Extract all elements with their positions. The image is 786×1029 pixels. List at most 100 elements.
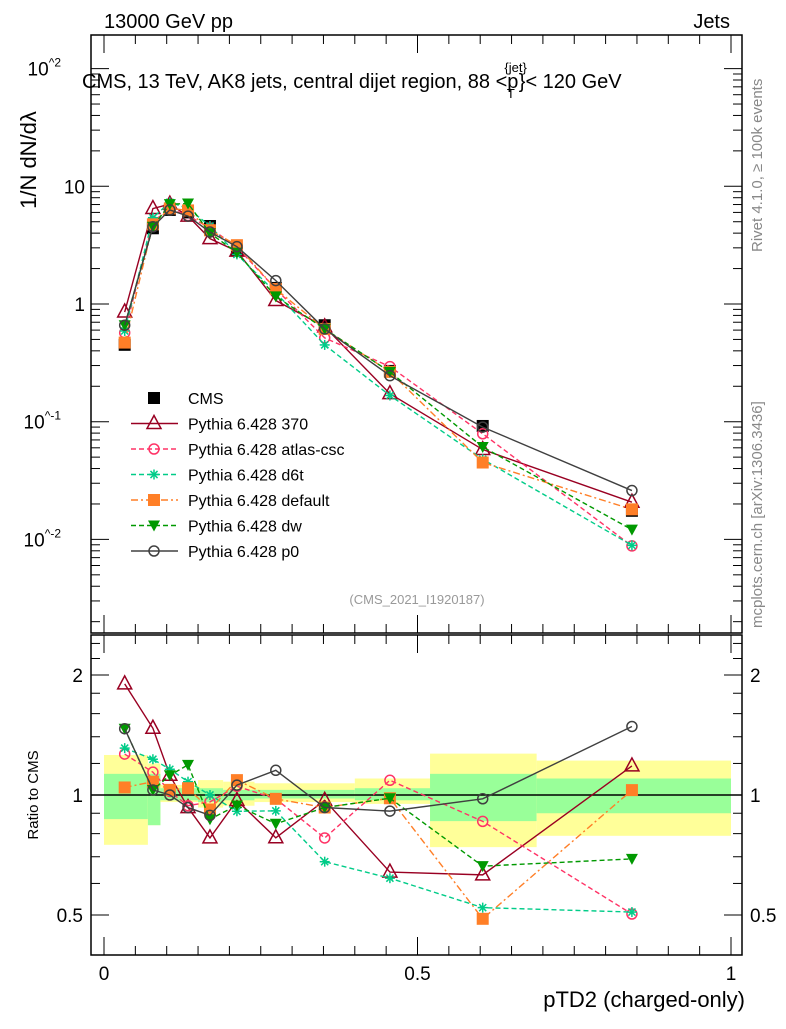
star-marker: [147, 754, 158, 765]
y-tick-label: 10^-2: [24, 526, 62, 551]
legend-item: Pythia 6.428 p0: [131, 544, 299, 561]
circle-marker: [318, 323, 331, 335]
x-tick-label: 1: [726, 964, 737, 985]
main-frame: [90, 34, 743, 634]
circle-marker: [147, 784, 159, 796]
triangle-marker: [116, 674, 133, 690]
circle-marker: [118, 722, 131, 735]
legend-label: CMS: [188, 391, 224, 408]
circle-marker: [182, 801, 194, 814]
circle-marker: [318, 832, 331, 844]
star-marker: [477, 902, 488, 913]
legend-item: Pythia 6.428 d6t: [131, 468, 304, 485]
star-marker: [149, 469, 159, 480]
triangle-down-marker: [269, 291, 282, 303]
triangle-marker: [144, 718, 162, 734]
x-tick-label: 0.5: [404, 964, 430, 985]
circle-marker: [147, 221, 159, 233]
star-stroke: [320, 340, 329, 349]
circle-marker: [118, 319, 131, 331]
triangle-down-marker: [476, 861, 489, 873]
rivet-label: Rivet 4.1.0, ≥ 100k events: [749, 79, 766, 252]
triangle-marker: [201, 828, 219, 844]
star-stroke: [120, 744, 129, 753]
square-marker: [476, 456, 489, 469]
triangle-marker: [145, 413, 163, 430]
ratio-tick-label-right: 1: [750, 786, 761, 807]
x-tick-label: 0: [99, 964, 110, 985]
triangle-down-marker: [230, 800, 243, 812]
analysis-id: (CMS_2021_I1920187): [349, 592, 484, 607]
triangle-down-marker: [148, 520, 160, 532]
series-p0: [118, 204, 638, 822]
star-marker: [319, 856, 330, 867]
circle-marker: [384, 369, 396, 382]
legend-item: Pythia 6.428 370: [131, 413, 308, 434]
triangle-down-marker: [625, 853, 638, 865]
circle-marker: [476, 815, 489, 828]
star-stroke: [385, 874, 394, 883]
y-tick-exponent: ^-1: [45, 409, 62, 423]
mcplots-label: mcplots.cern.ch [arXiv:1306.3436]: [749, 401, 766, 628]
circle-marker: [164, 789, 176, 801]
legend-item: CMS: [148, 391, 224, 408]
square-marker: [118, 781, 131, 794]
circle-marker: [204, 809, 216, 822]
triangle-down-marker: [383, 793, 396, 805]
star-stroke: [149, 470, 159, 479]
star-marker: [626, 540, 637, 551]
legend-label: Pythia 6.428 atlas-csc: [188, 442, 345, 459]
y-tick-exponent: ^2: [49, 56, 62, 70]
header-right: Jets: [693, 11, 730, 33]
ratio-tick-label: 2: [72, 666, 83, 687]
circle-marker: [148, 545, 160, 557]
header-left: 13000 GeV pp: [104, 11, 233, 33]
star-marker: [384, 390, 395, 401]
legend-label: Pythia 6.428 d6t: [188, 468, 304, 485]
y-tick-label: 10: [64, 177, 85, 198]
circle-marker: [204, 226, 216, 238]
square-marker: [148, 494, 160, 506]
chart-title: CMS, 13 TeV, AK8 jets, central dijet reg…: [82, 60, 622, 101]
y-tick-label: 1: [74, 295, 85, 316]
title-sup: {jet}: [504, 60, 527, 75]
circle-marker: [182, 210, 194, 222]
ratio-series-line: [124, 725, 633, 817]
star-stroke: [148, 755, 157, 764]
title-end: }< 120 GeV: [519, 71, 623, 93]
triangle-down-marker: [476, 441, 489, 453]
star-marker: [204, 790, 215, 800]
star-stroke: [627, 907, 636, 917]
triangle-down-marker: [203, 228, 216, 240]
star-stroke: [271, 806, 280, 815]
y-tick-label: 10^2: [28, 56, 62, 81]
ratio-tick-label: 1: [72, 786, 83, 807]
legend-item: Pythia 6.428 default: [131, 493, 330, 510]
legend-label: Pythia 6.428 p0: [188, 544, 299, 561]
triangle-down-marker: [269, 818, 282, 830]
series-line: [124, 207, 633, 511]
ratio-series-line: [124, 728, 632, 867]
series-group: [116, 194, 641, 925]
x-axis-label: pTD2 (charged-only): [543, 987, 745, 1012]
star-marker: [319, 339, 330, 350]
legend-label: Pythia 6.428 370: [188, 417, 308, 434]
star-marker: [270, 805, 281, 816]
square-marker: [625, 503, 638, 516]
circle-marker: [476, 421, 489, 433]
circle-marker: [626, 720, 638, 733]
y-tick-base: 10: [24, 530, 45, 551]
triangle-down-marker: [383, 366, 396, 378]
circle-marker: [626, 484, 638, 497]
circle-marker: [148, 443, 160, 455]
circle-marker: [384, 774, 396, 787]
legend-label: Pythia 6.428 dw: [188, 519, 302, 536]
y-tick-exponent: ^-2: [45, 526, 62, 540]
circle-marker: [270, 274, 282, 287]
square-marker: [118, 336, 131, 349]
star-stroke: [627, 541, 636, 550]
circle-marker: [476, 793, 489, 805]
square-marker: [148, 392, 160, 404]
